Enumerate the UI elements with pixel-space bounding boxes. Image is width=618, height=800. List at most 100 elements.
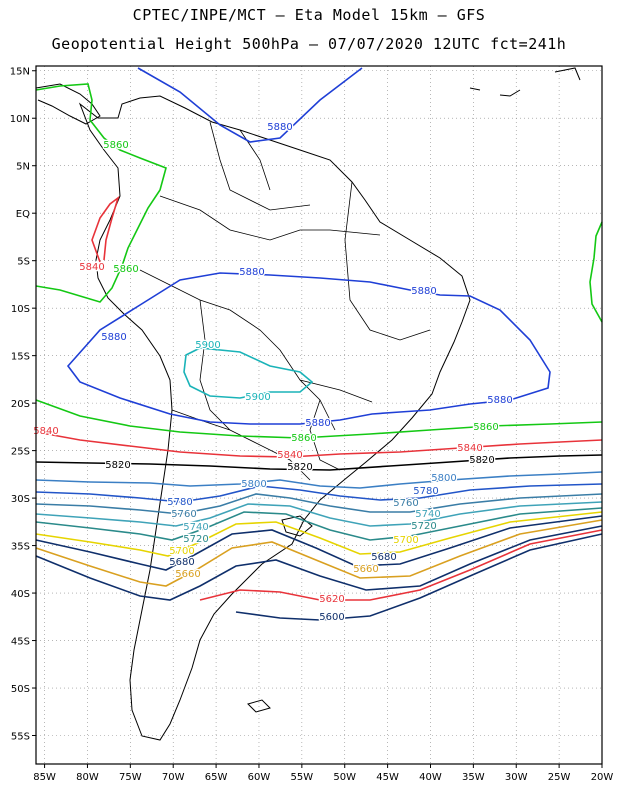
contour-label-5820: 5820 xyxy=(287,462,312,473)
contour-label-5840: 5840 xyxy=(79,262,104,273)
contour-5620 xyxy=(199,529,603,601)
contour-label-5860: 5860 xyxy=(291,433,316,444)
contour-label-5700: 5700 xyxy=(393,535,418,546)
contour-label-5720: 5720 xyxy=(411,521,436,532)
contour-label-5780: 5780 xyxy=(167,497,192,508)
axis-ticks: 85W 80W 75W 70W 65W 60W 55W 50W 45W 40W 35W 30W 25W 2… xyxy=(10,67,614,783)
contour-5840 xyxy=(35,431,603,458)
rio-de-la-plata xyxy=(281,515,313,537)
contour-label-5660: 5660 xyxy=(353,564,378,575)
lat-tick-label: 45S xyxy=(11,637,30,648)
contour-label-5900: 5900 xyxy=(195,340,220,351)
chart-subtitle: Geopotential Height 500hPa – 07/07/2020 … xyxy=(51,35,567,53)
lat-tick-label: 5S xyxy=(17,257,30,268)
lat-tick-label: 55S xyxy=(11,732,30,743)
lon-tick-label: 65W xyxy=(205,772,228,783)
south-america-coastline xyxy=(78,95,471,741)
contour-label-5620: 5620 xyxy=(319,594,344,605)
contour-label-5880: 5880 xyxy=(305,418,330,429)
contour-label-5880: 5880 xyxy=(101,332,126,343)
contour-label-5840: 5840 xyxy=(277,450,302,461)
contour-5760 xyxy=(35,493,603,515)
contour-label-5900: 5900 xyxy=(245,392,270,403)
lat-tick-label: 35S xyxy=(11,542,30,553)
contour-label-5740: 5740 xyxy=(183,522,208,533)
contour-5860-east xyxy=(589,221,603,323)
contour-label-5680: 5680 xyxy=(169,557,194,568)
contour-label-5780: 5780 xyxy=(413,486,438,497)
contour-5880-north xyxy=(137,67,363,143)
contour-5740 xyxy=(35,501,603,527)
contour-label-5880: 5880 xyxy=(487,395,512,406)
lat-tick-label: 15N xyxy=(10,67,30,78)
lon-tick-label: 45W xyxy=(376,772,399,783)
contour-5860-main xyxy=(35,399,603,439)
contour-label-5820: 5820 xyxy=(469,455,494,466)
contour-lines xyxy=(35,67,603,621)
contour-5640 xyxy=(35,525,603,601)
contour-label-5800: 5800 xyxy=(431,473,456,484)
contour-label-5840: 5840 xyxy=(33,426,58,437)
contour-label-5700: 5700 xyxy=(169,546,194,557)
lon-tick-label: 85W xyxy=(33,772,56,783)
lat-tick-label: 10S xyxy=(11,304,30,315)
lat-lon-grid xyxy=(36,66,603,764)
lon-tick-label: 55W xyxy=(291,772,314,783)
contour-5700 xyxy=(35,511,603,557)
contour-5900 xyxy=(183,347,314,399)
contour-label-5860: 5860 xyxy=(113,264,138,275)
lon-tick-label: 80W xyxy=(76,772,99,783)
lon-tick-label: 20W xyxy=(591,772,614,783)
contour-label-5680: 5680 xyxy=(371,552,396,563)
contour-5880-main xyxy=(66,272,551,425)
contour-5720 xyxy=(35,507,603,541)
contour-labels: 5900 5900 5880 5880 5880 5880 5880 5880 5860 5860… xyxy=(32,121,514,625)
lat-tick-label: 10N xyxy=(10,114,30,125)
contour-5840-andes xyxy=(91,195,120,263)
contour-label-5860: 5860 xyxy=(473,422,498,433)
contour-5780 xyxy=(35,483,603,503)
lat-tick-label: 30S xyxy=(11,494,30,505)
lon-tick-label: 75W xyxy=(119,772,142,783)
contour-5820 xyxy=(35,454,603,471)
contour-5660 xyxy=(35,519,603,587)
lat-tick-label: 20S xyxy=(11,399,30,410)
contour-label-5800: 5800 xyxy=(241,479,266,490)
lon-tick-label: 35W xyxy=(462,772,485,783)
map-frame xyxy=(35,65,603,765)
contour-5680 xyxy=(35,515,603,571)
lat-tick-label: 25S xyxy=(11,447,30,458)
lon-tick-label: 25W xyxy=(548,772,571,783)
contour-label-5840: 5840 xyxy=(33,426,58,437)
contour-label-5880: 5880 xyxy=(239,267,264,278)
contour-label-5660: 5660 xyxy=(175,569,200,580)
country-borders xyxy=(139,121,431,481)
contour-5860-west xyxy=(35,83,167,303)
central-america-coastline xyxy=(35,83,101,125)
lon-tick-label: 40W xyxy=(419,772,442,783)
lon-tick-label: 60W xyxy=(248,772,271,783)
contour-label-5880: 5880 xyxy=(267,122,292,133)
lat-tick-label: 15S xyxy=(11,352,30,363)
lon-tick-label: 50W xyxy=(333,772,356,783)
lat-tick-label: 50S xyxy=(11,684,30,695)
lat-tick-label: 40S xyxy=(11,589,30,600)
contour-label-5840: 5840 xyxy=(457,443,482,454)
contour-label-5600: 5600 xyxy=(319,612,344,623)
caribbean-islands xyxy=(469,67,581,97)
contour-label-5740: 5740 xyxy=(415,509,440,520)
falklands xyxy=(247,699,271,713)
lon-tick-label: 70W xyxy=(162,772,185,783)
contour-label-5860: 5860 xyxy=(103,140,128,151)
lat-tick-label: 5N xyxy=(16,162,30,173)
contour-label-5760: 5760 xyxy=(171,509,196,520)
contour-label-5760: 5760 xyxy=(393,498,418,509)
contour-5600 xyxy=(235,533,603,621)
lat-tick-label: EQ xyxy=(16,209,30,220)
lon-tick-label: 30W xyxy=(505,772,528,783)
chart-title: CPTEC/INPE/MCT – Eta Model 15km – GFS xyxy=(132,6,486,24)
contour-label-5820: 5820 xyxy=(105,460,130,471)
coastlines xyxy=(35,67,581,741)
contour-5800 xyxy=(35,471,603,489)
